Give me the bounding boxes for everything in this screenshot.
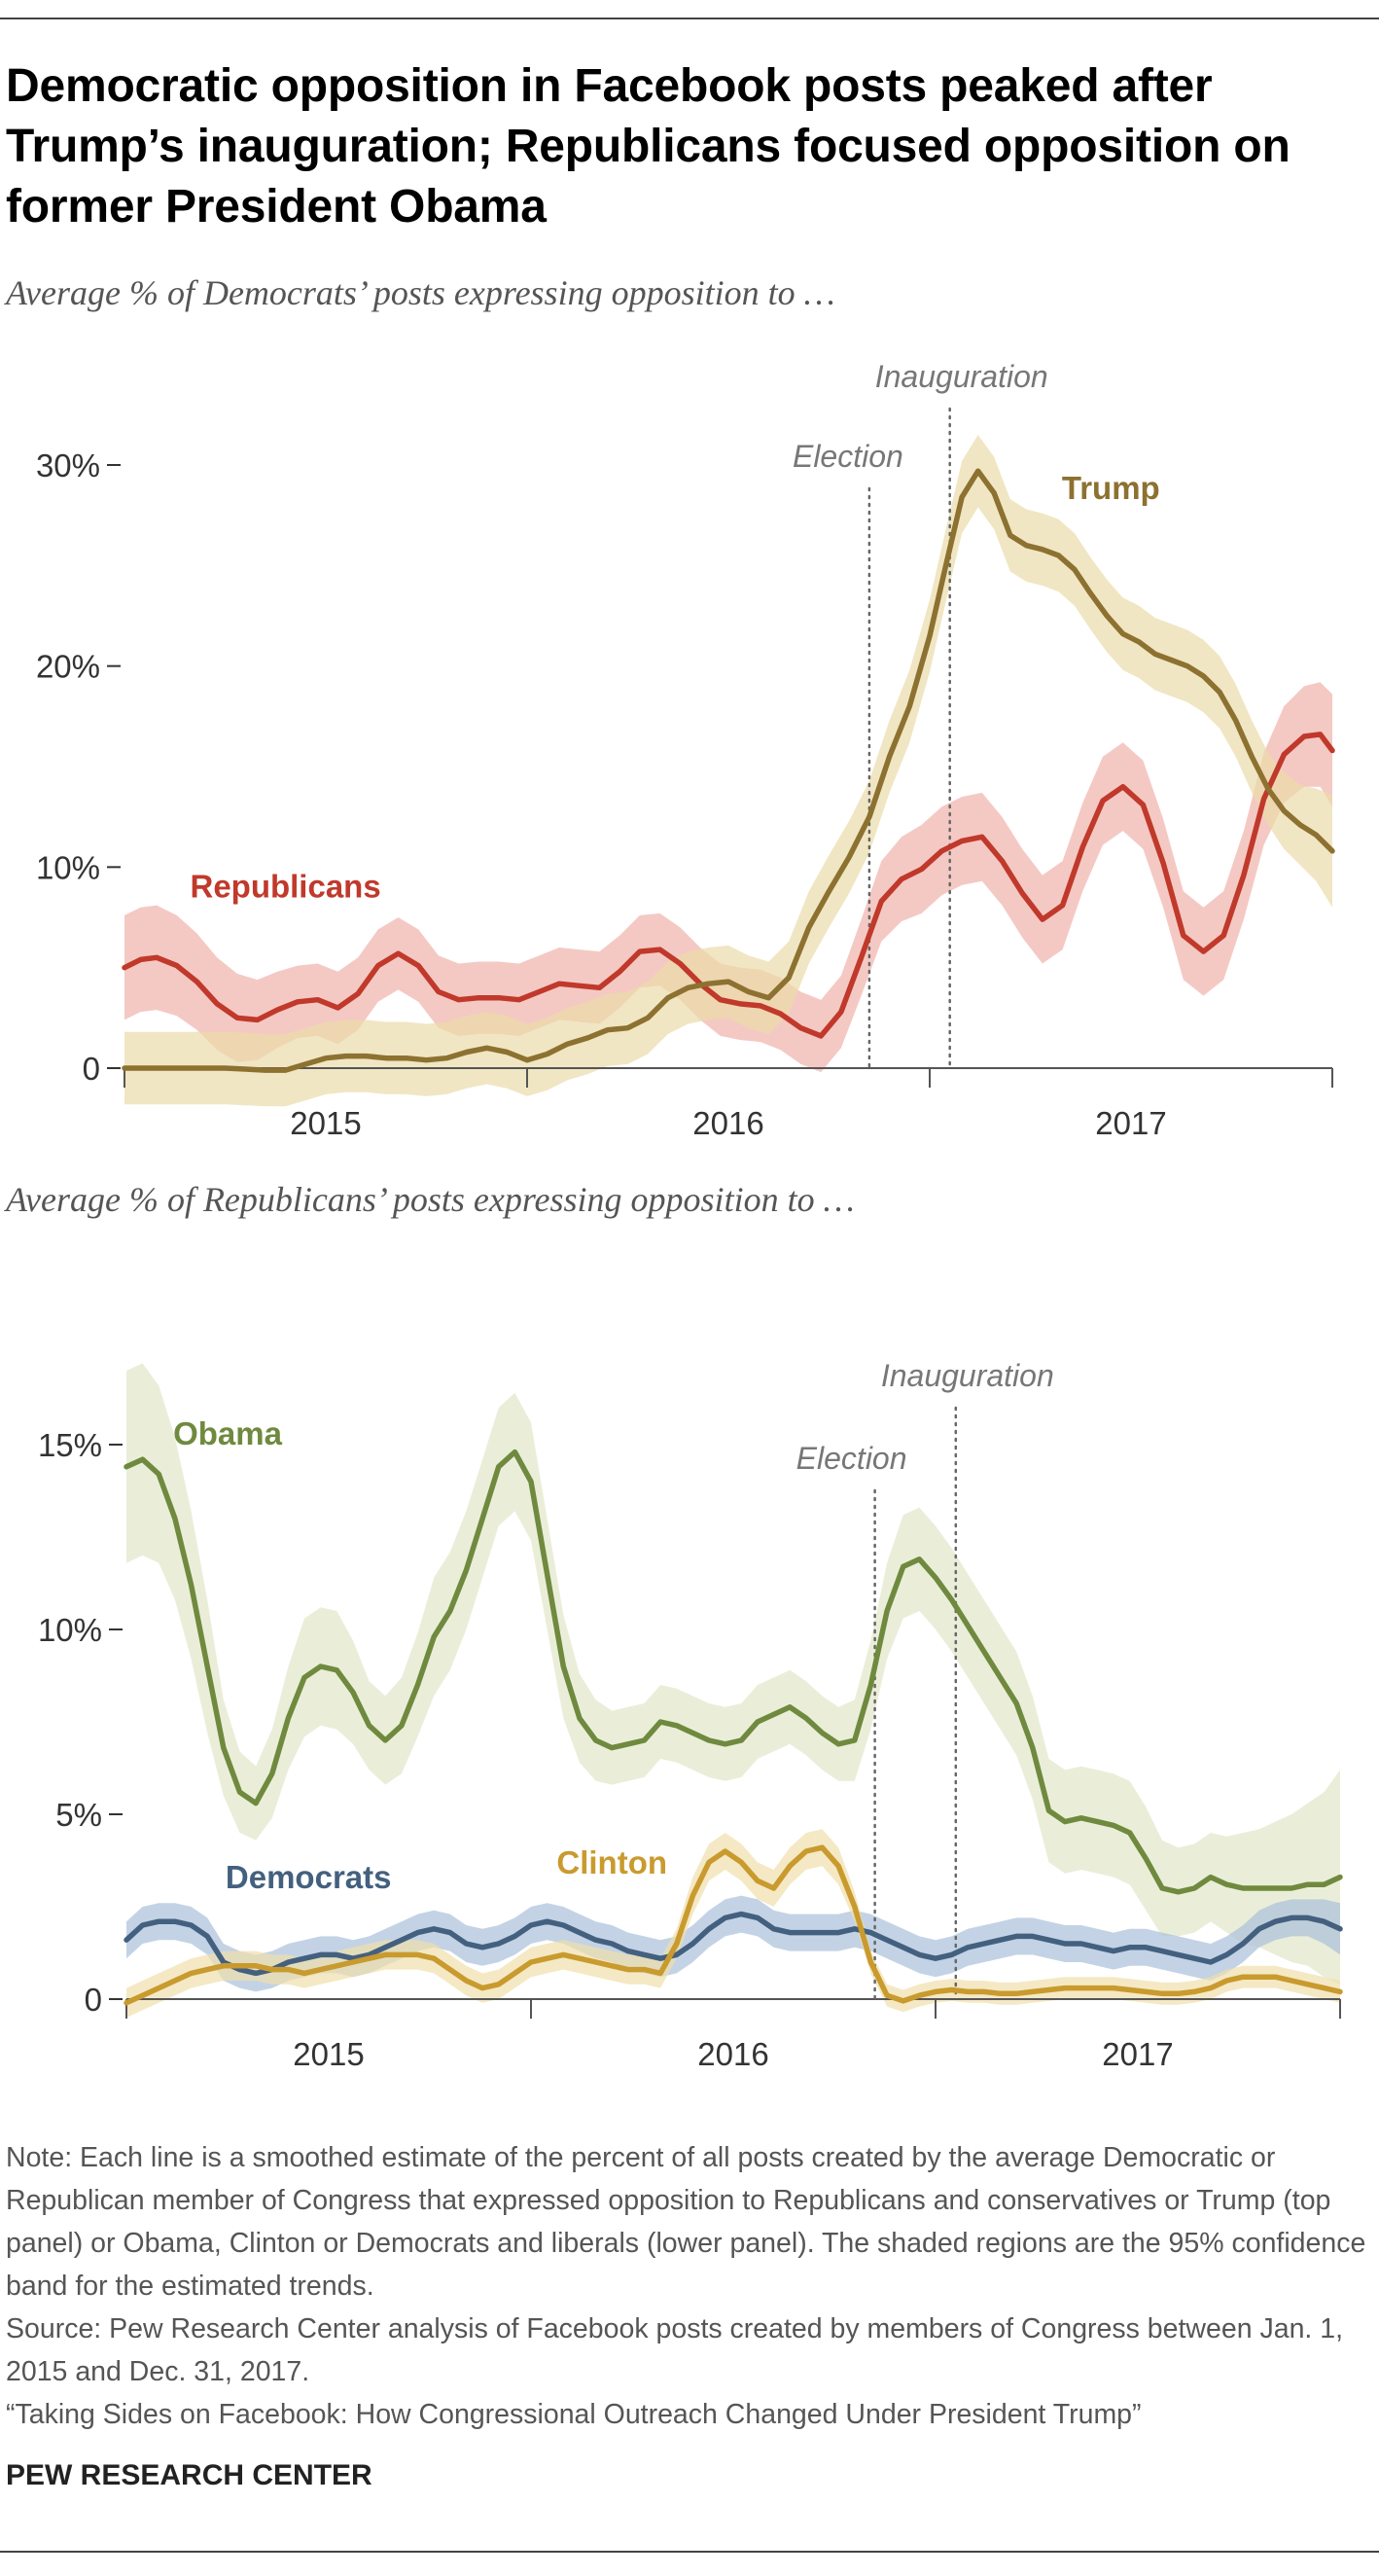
x-tick-label: 2016: [692, 1105, 763, 1141]
pew-research-center-logo: PEW RESEARCH CENTER: [6, 2459, 372, 2491]
obama-confidence-band: [126, 1363, 1340, 1985]
top-panel-subtitle: Average % of Democrats’ posts expressing…: [6, 273, 835, 312]
republicans-series-label: Republicans: [190, 868, 380, 904]
source-text: Source: Pew Research Center analysis of …: [6, 2313, 1344, 2387]
clinton-line: [124, 1844, 1343, 2006]
trump-confidence-band: [124, 435, 1332, 1107]
inauguration-label: Inauguration: [881, 1358, 1054, 1393]
y-tick-label: 10%: [36, 849, 100, 885]
x-tick-label: 2015: [293, 2036, 364, 2072]
chart-title: Democratic opposition in Facebook posts …: [6, 60, 1291, 233]
democrats-opposition-chart: 2015 2016 2017 0 10% 20% 30% Election Inaugurati…: [36, 359, 1335, 1141]
y-tick-label: 15%: [38, 1427, 102, 1463]
report-title: “Taking Sides on Facebook: How Congressi…: [6, 2399, 1142, 2430]
democrats-series-label: Democrats: [226, 1859, 392, 1895]
democrats-confidence-band: [126, 1895, 1340, 1992]
election-label: Election: [793, 439, 903, 474]
republicans-line: [122, 732, 1335, 1039]
bottom-panel-subtitle: Average % of Republicans’ posts expressi…: [6, 1180, 855, 1219]
x-tick-label: 2015: [290, 1105, 361, 1141]
election-label: Election: [796, 1441, 907, 1476]
y-tick-label: 30%: [36, 447, 100, 483]
clinton-confidence-band: [126, 1829, 1340, 2018]
trump-series-label: Trump: [1062, 470, 1160, 506]
democrats-line: [124, 1911, 1343, 1977]
clinton-series-label: Clinton: [556, 1844, 667, 1880]
y-tick-label: 0: [83, 1051, 100, 1087]
x-tick-label: 2017: [1095, 1105, 1166, 1141]
x-tick-label: 2017: [1102, 2036, 1173, 2072]
obama-line: [124, 1449, 1343, 1895]
y-tick-label: 20%: [36, 649, 100, 685]
bottom-rule: [0, 2551, 1379, 2553]
chart-notes: Note: Each line is a smoothed estimate o…: [6, 2136, 1372, 2436]
inauguration-label: Inauguration: [875, 359, 1048, 394]
republicans-opposition-chart: 2015 2016 2017 0 5% 10% 15% Election Inauguratio…: [38, 1358, 1343, 2072]
top-rule: [0, 18, 1379, 19]
x-tick-label: 2016: [697, 2036, 768, 2072]
trump-line: [122, 468, 1335, 1073]
y-tick-label: 10%: [38, 1612, 102, 1648]
y-tick-label: 5%: [55, 1797, 102, 1833]
y-tick-label: 0: [85, 1982, 102, 2018]
obama-series-label: Obama: [173, 1415, 283, 1451]
note-text: Note: Each line is a smoothed estimate o…: [6, 2142, 1366, 2302]
